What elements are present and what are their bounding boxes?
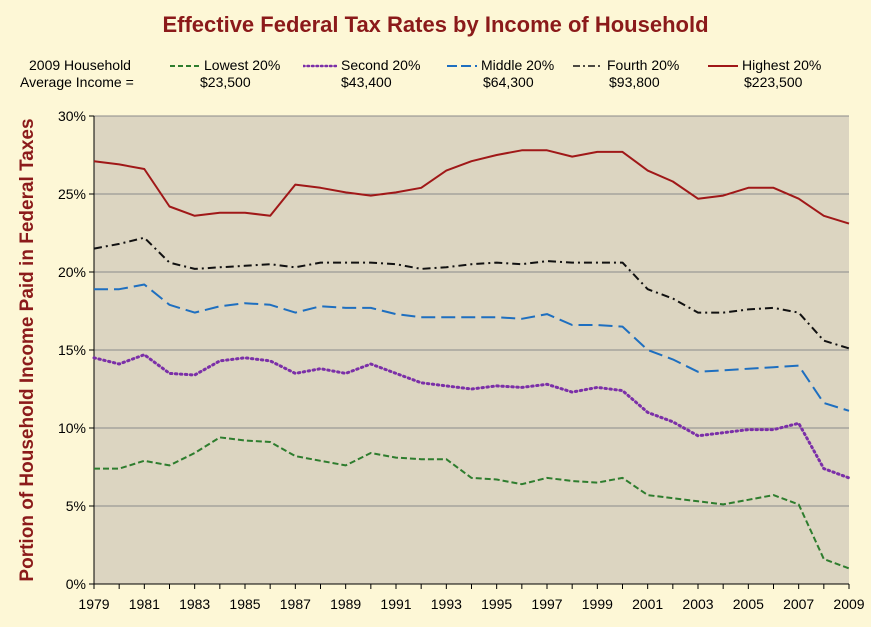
series-line-0 <box>94 436 850 570</box>
x-tick-label: 1991 <box>380 596 411 612</box>
x-tick-label: 1981 <box>129 596 160 612</box>
legend-label-lowest: Lowest 20% <box>204 57 281 73</box>
legend-item-lowest: Lowest 20% $23,500 <box>170 57 280 91</box>
legend-item-second: Second 20% $43,400 <box>301 57 421 91</box>
x-tick-label: 1995 <box>481 596 512 612</box>
x-tick-label: 1993 <box>431 596 462 612</box>
y-tick-label: 20% <box>58 264 86 280</box>
legend-label-fourth: Fourth 20% <box>607 57 680 73</box>
legend-swatch-lowest <box>170 65 200 68</box>
x-tick-label: 2003 <box>682 596 713 612</box>
x-tick-label: 1985 <box>229 596 260 612</box>
series-line-2 <box>94 283 850 412</box>
legend-income-highest: $223,500 <box>744 74 803 90</box>
y-tick-label: 10% <box>58 420 86 436</box>
y-tick-label: 30% <box>58 108 86 124</box>
legend-label-highest: Highest 20% <box>742 57 822 73</box>
legend-intro-line-2: Average Income = <box>20 74 134 90</box>
legend-label-second: Second 20% <box>341 57 421 73</box>
series-line-4 <box>93 149 850 225</box>
y-tick-label: 15% <box>58 342 86 358</box>
legend-income-lowest: $23,500 <box>200 74 251 90</box>
x-tick-label: 2001 <box>632 596 663 612</box>
x-tick-label: 1997 <box>531 596 562 612</box>
x-tick-label: 1999 <box>582 596 613 612</box>
legend-item-fourth: Fourth 20% $93,800 <box>573 57 679 91</box>
legend-swatch-fourth <box>573 65 603 68</box>
legend-item-middle: Middle 20% $64,300 <box>447 57 554 91</box>
x-tick-label: 1983 <box>179 596 210 612</box>
legend-swatch-middle <box>447 65 477 68</box>
chart-title: Effective Federal Tax Rates by Income of… <box>162 12 709 37</box>
series-line-3 <box>93 236 850 350</box>
legend-swatch-second <box>301 65 339 68</box>
y-tick-label: 25% <box>58 186 86 202</box>
x-tick-label: 2005 <box>733 596 764 612</box>
legend-intro-line-1: 2009 Household <box>29 57 131 73</box>
legend-swatch-highest <box>708 65 738 68</box>
legend-label-middle: Middle 20% <box>481 57 555 73</box>
x-tick-label: 2009 <box>833 596 864 612</box>
legend-item-highest: Highest 20% $223,500 <box>708 57 821 91</box>
y-tick-label: 0% <box>66 576 86 592</box>
x-tick-label: 1987 <box>280 596 311 612</box>
y-tick-label: 5% <box>66 498 86 514</box>
legend-income-fourth: $93,800 <box>609 74 660 90</box>
legend-income-middle: $64,300 <box>483 74 534 90</box>
legend-income-second: $43,400 <box>341 74 392 90</box>
x-tick-label: 1989 <box>330 596 361 612</box>
x-tick-label: 2007 <box>783 596 814 612</box>
series-line-1 <box>92 353 851 480</box>
legend-intro: 2009 Household Average Income = <box>20 57 155 91</box>
x-tick-label: 1979 <box>78 596 109 612</box>
